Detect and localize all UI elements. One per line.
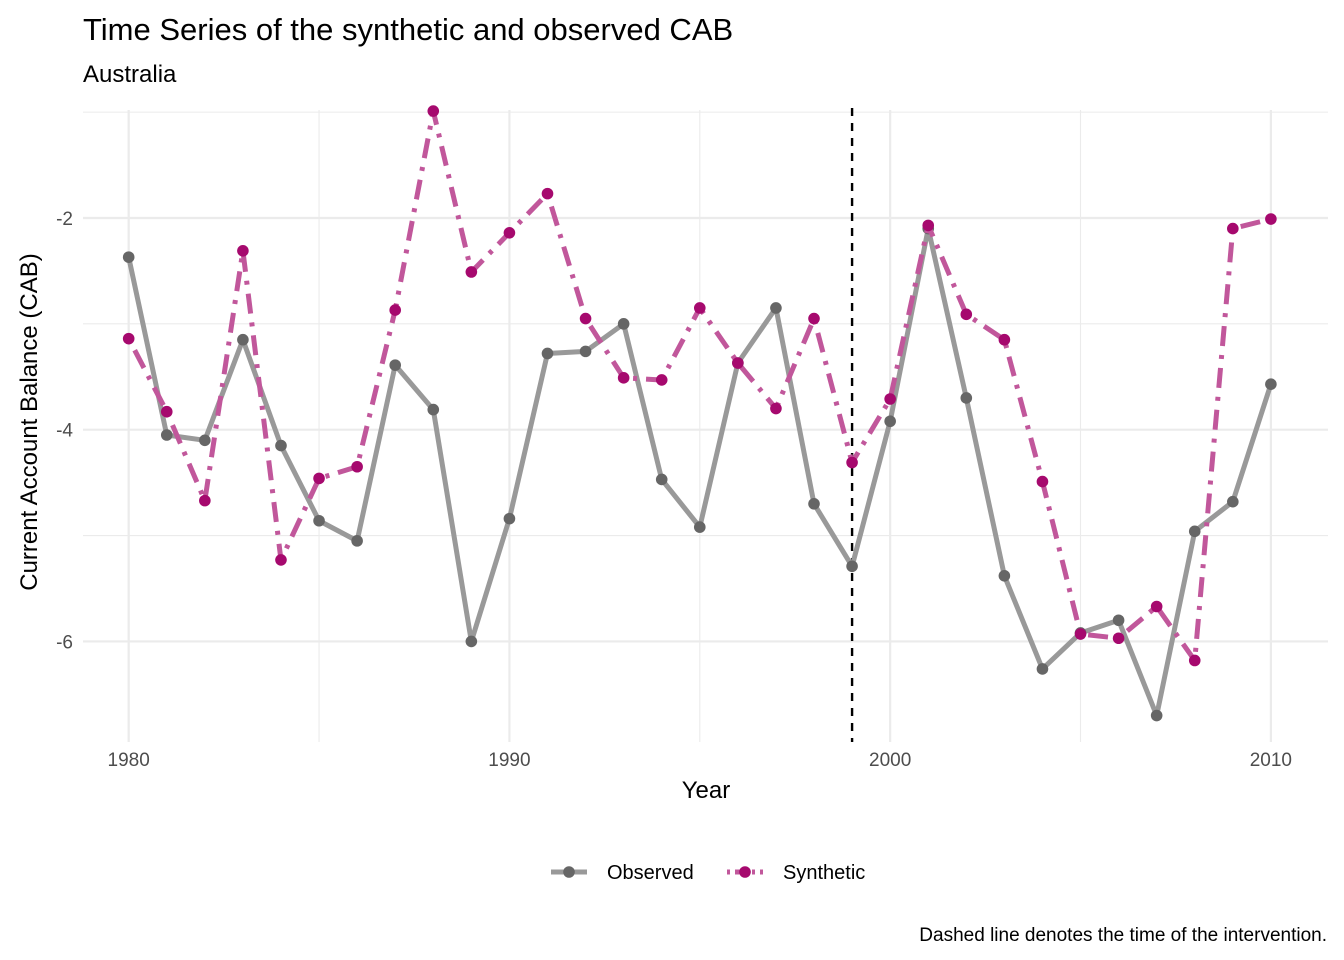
data-point-synthetic bbox=[1036, 475, 1049, 488]
series-synthetic bbox=[122, 105, 1277, 667]
data-point-synthetic bbox=[770, 402, 782, 415]
legend-label: Synthetic bbox=[783, 862, 865, 884]
data-point-synthetic bbox=[617, 372, 630, 384]
data-point-synthetic bbox=[351, 460, 363, 473]
data-point-synthetic bbox=[1112, 632, 1125, 645]
data-point-observed bbox=[579, 345, 592, 358]
data-point-observed bbox=[884, 415, 896, 428]
chart-title: Time Series of the synthetic and observe… bbox=[83, 12, 733, 47]
x-tick-label: 1980 bbox=[108, 750, 150, 771]
data-point-observed bbox=[313, 514, 325, 527]
data-point-synthetic bbox=[503, 227, 516, 239]
x-axis-title: Year bbox=[682, 777, 731, 804]
data-point-synthetic bbox=[199, 494, 211, 507]
series-layer bbox=[122, 105, 1277, 722]
data-point-synthetic bbox=[922, 219, 935, 232]
data-point-observed bbox=[1112, 614, 1125, 627]
data-point-observed bbox=[808, 498, 820, 510]
data-point-observed bbox=[1150, 709, 1163, 722]
legend-label: Observed bbox=[607, 862, 694, 884]
data-point-observed bbox=[1227, 495, 1239, 508]
y-axis-title: Current Account Balance (CAB) bbox=[16, 253, 43, 591]
data-point-synthetic bbox=[960, 308, 973, 321]
data-point-observed bbox=[389, 359, 402, 371]
chart-subtitle: Australia bbox=[83, 61, 177, 88]
data-point-synthetic bbox=[465, 266, 478, 278]
data-point-synthetic bbox=[122, 332, 135, 345]
data-point-synthetic bbox=[808, 312, 820, 325]
x-tick-label: 2000 bbox=[869, 750, 911, 771]
data-point-synthetic bbox=[237, 244, 249, 257]
data-point-synthetic bbox=[313, 472, 325, 485]
data-point-observed bbox=[693, 521, 706, 533]
gridlines bbox=[83, 110, 1328, 742]
data-point-observed bbox=[1265, 378, 1277, 390]
data-point-observed bbox=[351, 535, 363, 547]
legend-key-point bbox=[739, 866, 751, 878]
data-point-observed bbox=[1036, 663, 1049, 675]
data-point-observed bbox=[427, 403, 440, 416]
legend-item-synthetic: Synthetic bbox=[727, 862, 865, 884]
y-tick-label: -6 bbox=[56, 632, 73, 653]
data-point-observed bbox=[122, 251, 135, 263]
data-point-synthetic bbox=[732, 357, 744, 369]
data-point-observed bbox=[199, 434, 211, 447]
data-point-observed bbox=[465, 635, 478, 648]
data-point-synthetic bbox=[275, 554, 287, 566]
data-point-observed bbox=[275, 439, 287, 452]
caption: Dashed line denotes the time of the inte… bbox=[919, 925, 1327, 946]
y-tick-labels: -2 -4 -6 bbox=[56, 209, 73, 653]
legend: Observed Synthetic bbox=[551, 862, 865, 884]
legend-item-observed: Observed bbox=[551, 862, 694, 884]
data-point-observed bbox=[846, 560, 858, 573]
data-point-synthetic bbox=[998, 333, 1011, 346]
data-point-synthetic bbox=[655, 374, 668, 386]
data-point-synthetic bbox=[389, 304, 402, 316]
x-tick-label: 2010 bbox=[1250, 750, 1292, 771]
data-point-synthetic bbox=[541, 187, 554, 200]
data-point-observed bbox=[541, 347, 554, 360]
x-tick-label: 1990 bbox=[488, 750, 530, 771]
data-point-observed bbox=[655, 473, 668, 486]
data-point-observed bbox=[998, 569, 1011, 582]
data-point-synthetic bbox=[427, 105, 440, 117]
y-tick-label: -4 bbox=[56, 421, 73, 442]
data-point-observed bbox=[237, 333, 249, 346]
data-point-observed bbox=[960, 392, 973, 404]
data-point-synthetic bbox=[884, 393, 896, 405]
data-point-observed bbox=[503, 512, 516, 525]
data-point-observed bbox=[617, 318, 630, 330]
data-point-observed bbox=[160, 429, 173, 441]
data-point-synthetic bbox=[160, 405, 173, 418]
data-point-synthetic bbox=[1188, 654, 1201, 667]
x-tick-labels: 1980 1990 2000 2010 bbox=[108, 750, 1292, 771]
data-point-observed bbox=[1188, 525, 1201, 538]
data-point-synthetic bbox=[579, 312, 592, 325]
data-point-synthetic bbox=[693, 302, 706, 314]
data-point-synthetic bbox=[1265, 213, 1277, 225]
data-point-synthetic bbox=[846, 456, 858, 469]
data-point-synthetic bbox=[1150, 600, 1163, 613]
data-point-observed bbox=[770, 302, 782, 314]
legend-key-point bbox=[563, 866, 575, 878]
data-point-synthetic bbox=[1227, 222, 1239, 235]
data-point-synthetic bbox=[1074, 628, 1087, 640]
y-tick-label: -2 bbox=[56, 209, 73, 230]
